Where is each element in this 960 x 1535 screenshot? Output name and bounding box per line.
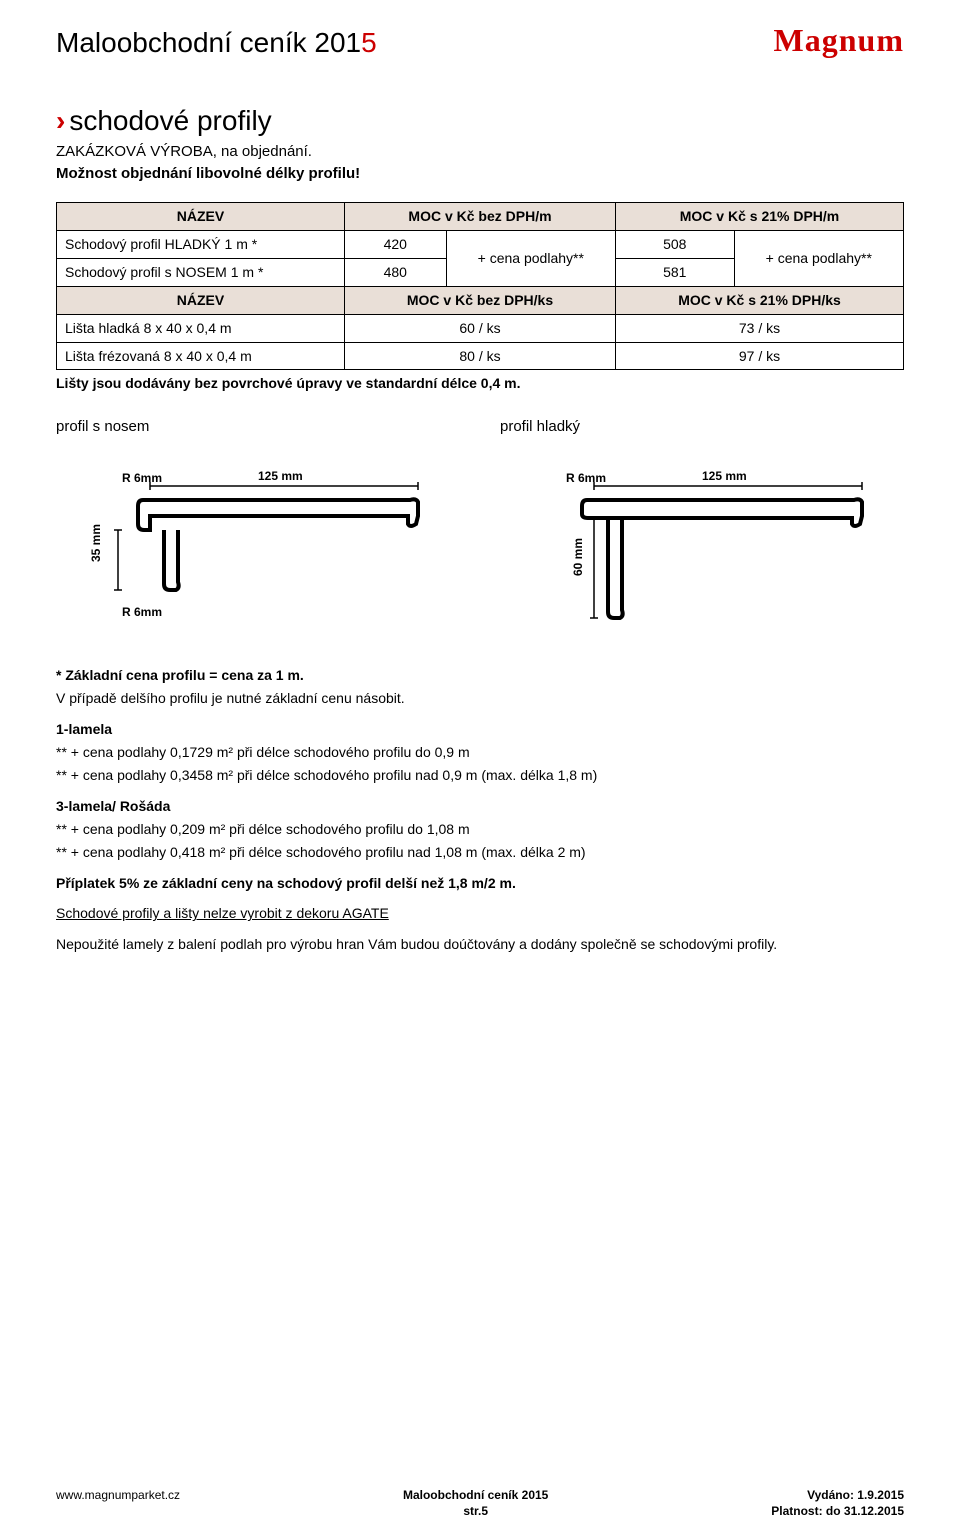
table-footnote: Lišty jsou dodávány bez povrchové úpravy…: [56, 374, 904, 393]
section-title-text: schodové profily: [69, 105, 271, 136]
r1-name: Schodový profil HLADKÝ 1 m *: [57, 230, 345, 258]
svg-text:R 6mm: R 6mm: [566, 471, 606, 485]
note-h1: 1-lamela: [56, 720, 904, 739]
r2-name: Schodový profil s NOSEM 1 m *: [57, 258, 345, 286]
r3-v2: 73 / ks: [616, 314, 904, 342]
note-2: ** + cena podlahy 0,1729 m² při délce sc…: [56, 743, 904, 762]
note-h2: 3-lamela/ Rošáda: [56, 797, 904, 816]
svg-text:125 mm: 125 mm: [702, 469, 747, 483]
note-7: Schodové profily a lišty nelze vyrobit z…: [56, 904, 904, 923]
r4-v2: 97 / ks: [616, 342, 904, 370]
th-col3: MOC v Kč bez DPH/ks: [344, 286, 615, 314]
section-sub1: ZAKÁZKOVÁ VÝROBA, na objednání.: [56, 142, 904, 162]
note-right: + cena podlahy**: [734, 230, 903, 286]
th-name-2: NÁZEV: [57, 286, 345, 314]
r1-v1: 420: [344, 230, 446, 258]
r1-v2: 508: [616, 230, 735, 258]
footer-right-l1: Vydáno: 1.9.2015: [771, 1487, 904, 1503]
page-footer: www.magnumparket.cz Maloobchodní ceník 2…: [56, 1487, 904, 1519]
logo-text: Magnum: [774, 24, 904, 56]
svg-text:60 mm: 60 mm: [571, 538, 585, 576]
footer-center-l2: str.5: [463, 1504, 488, 1518]
th-name-1: NÁZEV: [57, 203, 345, 231]
th-col4: MOC v Kč s 21% DPH/ks: [616, 286, 904, 314]
note-left: + cena podlahy**: [446, 230, 615, 286]
r2-v1: 480: [344, 258, 446, 286]
r2-v2: 581: [616, 258, 735, 286]
price-table: NÁZEV MOC v Kč bez DPH/m MOC v Kč s 21% …: [56, 202, 904, 370]
r4-v1: 80 / ks: [344, 342, 615, 370]
r3-name: Lišta hladká 8 x 40 x 0,4 m: [57, 314, 345, 342]
title-pre: Maloobchodní ceník 20: [56, 27, 346, 58]
notes-block: * Základní cena profilu = cena za 1 m. V…: [56, 666, 904, 954]
r4-name: Lišta frézovaná 8 x 40 x 0,4 m: [57, 342, 345, 370]
th-col1: MOC v Kč bez DPH/m: [344, 203, 615, 231]
th-col2: MOC v Kč s 21% DPH/m: [616, 203, 904, 231]
doc-title: Maloobchodní ceník 2015: [56, 24, 377, 62]
note-1a: * Základní cena profilu = cena za 1 m.: [56, 666, 904, 685]
profile-smooth-diagram: R 6mm 125 mm 60 mm: [500, 444, 904, 634]
diagram-left-label: profil s nosem: [56, 417, 460, 437]
brand-logo: Magnum: [774, 24, 904, 56]
footer-left: www.magnumparket.cz: [56, 1487, 180, 1519]
profile-nose-diagram: R 6mm 125 mm 35 mm R 6mm: [56, 444, 460, 634]
section-sub2: Možnost objednání libovolné délky profil…: [56, 164, 904, 184]
note-5: ** + cena podlahy 0,418 m² při délce sch…: [56, 843, 904, 862]
section-title: ›schodové profily: [56, 102, 904, 140]
svg-text:R 6mm: R 6mm: [122, 471, 162, 485]
title-year-b: 5: [361, 27, 377, 58]
r3-v1: 60 / ks: [344, 314, 615, 342]
note-8: Nepoužité lamely z balení podlah pro výr…: [56, 935, 904, 954]
diagram-right-label: profil hladký: [500, 417, 904, 437]
svg-text:35 mm: 35 mm: [89, 524, 103, 562]
footer-right-l2: Platnost: do 31.12.2015: [771, 1503, 904, 1519]
note-1b: V případě delšího profilu je nutné zákla…: [56, 689, 904, 708]
note-3: ** + cena podlahy 0,3458 m² při délce sc…: [56, 766, 904, 785]
svg-text:R 6mm: R 6mm: [122, 605, 162, 619]
note-4: ** + cena podlahy 0,209 m² při délce sch…: [56, 820, 904, 839]
footer-center-l1: Maloobchodní ceník 2015: [403, 1488, 548, 1502]
title-year-a: 1: [346, 27, 362, 58]
svg-text:125 mm: 125 mm: [258, 469, 303, 483]
note-6: Příplatek 5% ze základní ceny na schodov…: [56, 874, 904, 893]
chevron-icon: ›: [56, 105, 65, 136]
